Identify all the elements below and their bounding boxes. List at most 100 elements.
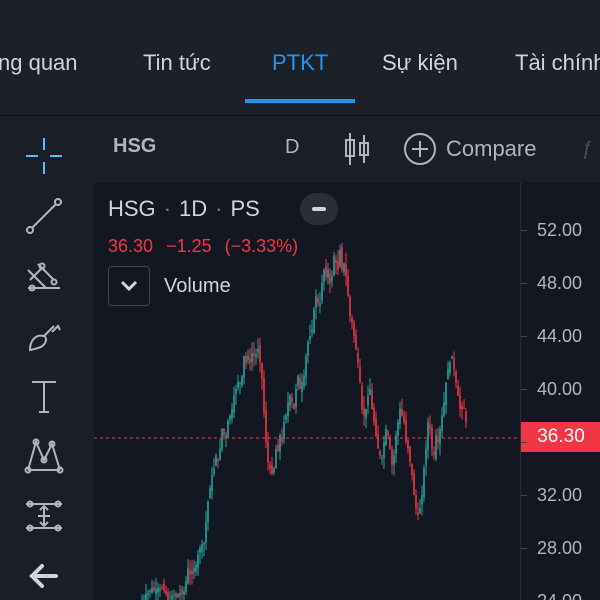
price-axis-label: 52.00 [537, 220, 583, 240]
candle-body [397, 422, 399, 436]
price-axis-label: 48.00 [537, 273, 583, 293]
candle-body [263, 377, 265, 413]
candle-body [189, 569, 191, 575]
candle-body [405, 419, 407, 442]
drawing-toolbar [0, 116, 94, 600]
tab-overview[interactable]: ng quan [0, 50, 78, 75]
candle-body [323, 269, 325, 283]
brush-icon[interactable] [20, 312, 68, 360]
candle-style-icon[interactable] [342, 131, 372, 167]
candle-body [181, 589, 183, 595]
candle-body [363, 407, 365, 416]
chart-pane[interactable] [94, 182, 520, 600]
candle-body [433, 451, 435, 456]
price-axis-tick [521, 495, 527, 496]
candle-body [171, 595, 173, 600]
candle-body [329, 272, 331, 283]
candle-body [203, 542, 205, 545]
candle-body [447, 369, 449, 380]
candle-body [369, 389, 371, 396]
candle-body [201, 544, 203, 552]
legend-symbol[interactable]: HSG [108, 196, 156, 221]
price-axis-label: 44.00 [537, 326, 583, 346]
candle-body [281, 437, 283, 442]
candle-body [273, 468, 275, 473]
candle-body [339, 249, 341, 267]
candle-body [193, 567, 195, 573]
last-price: 36.30 [108, 236, 154, 256]
candle-body [371, 390, 373, 409]
candle-body [457, 385, 459, 396]
candle-body [225, 435, 227, 438]
candle-body [185, 581, 187, 593]
candle-body [289, 395, 291, 406]
candle-body [451, 355, 453, 359]
candle-body [299, 377, 301, 389]
chevron-down-icon[interactable] [108, 266, 150, 306]
trend-line-icon[interactable] [20, 192, 68, 240]
candle-body [351, 317, 353, 323]
candle-body [223, 428, 225, 436]
candle-body [357, 353, 359, 363]
symbol-button[interactable]: HSG [113, 135, 157, 157]
candle-body [377, 433, 379, 449]
candle-body [205, 521, 207, 544]
volume-label: Volume [164, 274, 231, 297]
candle-body [297, 375, 299, 386]
price-axis-label: 28.00 [537, 538, 583, 558]
candle-body [179, 593, 181, 596]
candle-body [283, 422, 285, 439]
candle-body [211, 475, 213, 492]
crosshair-icon[interactable] [20, 132, 68, 180]
candle-body [409, 446, 411, 462]
candle-body [257, 349, 259, 353]
back-arrow-icon[interactable] [20, 552, 68, 600]
interval-button[interactable]: D [285, 136, 300, 158]
candle-body [165, 590, 167, 595]
candle-body [383, 442, 385, 458]
tab-technical-analysis[interactable]: PTKT [272, 50, 329, 75]
candle-body [249, 358, 251, 363]
tab-news[interactable]: Tin tức [143, 50, 211, 75]
candle-body [161, 587, 163, 589]
collapse-legend-button[interactable] [300, 193, 338, 225]
candle-body [229, 415, 231, 420]
candle-body [413, 473, 415, 495]
tab-events[interactable]: Sự kiện [382, 50, 458, 75]
tab-finance[interactable]: Tài chính [515, 50, 600, 75]
candle-body [359, 366, 361, 383]
candle-body [459, 395, 461, 409]
candle-body [235, 389, 237, 394]
measure-icon[interactable] [20, 492, 68, 540]
candle-body [147, 593, 149, 596]
candle-body [231, 408, 233, 419]
candle-body [295, 389, 297, 407]
candle-body [145, 594, 147, 600]
text-tool-icon[interactable] [20, 372, 68, 420]
pattern-icon[interactable] [20, 432, 68, 480]
candle-body [367, 395, 369, 405]
candle-body [333, 256, 335, 276]
legend-source: PS [230, 196, 260, 221]
indicators-icon[interactable]: ƒ [582, 138, 594, 160]
candle-body [391, 449, 393, 465]
candle-body [195, 565, 197, 572]
candle-body [269, 465, 271, 469]
candle-body [285, 415, 287, 420]
candle-body [303, 375, 305, 387]
compare-button[interactable]: Compare [404, 132, 536, 166]
candle-body [429, 424, 431, 429]
price-axis-tick [521, 442, 527, 443]
candle-body [335, 259, 337, 264]
candle-body [445, 382, 447, 406]
fib-tools-icon[interactable] [20, 252, 68, 300]
candle-body [243, 355, 245, 378]
candle-body [157, 587, 159, 593]
price-axis[interactable]: 52.00 48.00 44.00 40.00 32.00 28.00 24.0… [520, 182, 600, 600]
legend-interval[interactable]: 1D [179, 196, 208, 221]
candlestick-chart[interactable] [94, 182, 520, 600]
candle-body [439, 428, 441, 445]
candle-body [151, 587, 153, 593]
candle-body [425, 448, 427, 466]
candle-body [337, 261, 339, 270]
